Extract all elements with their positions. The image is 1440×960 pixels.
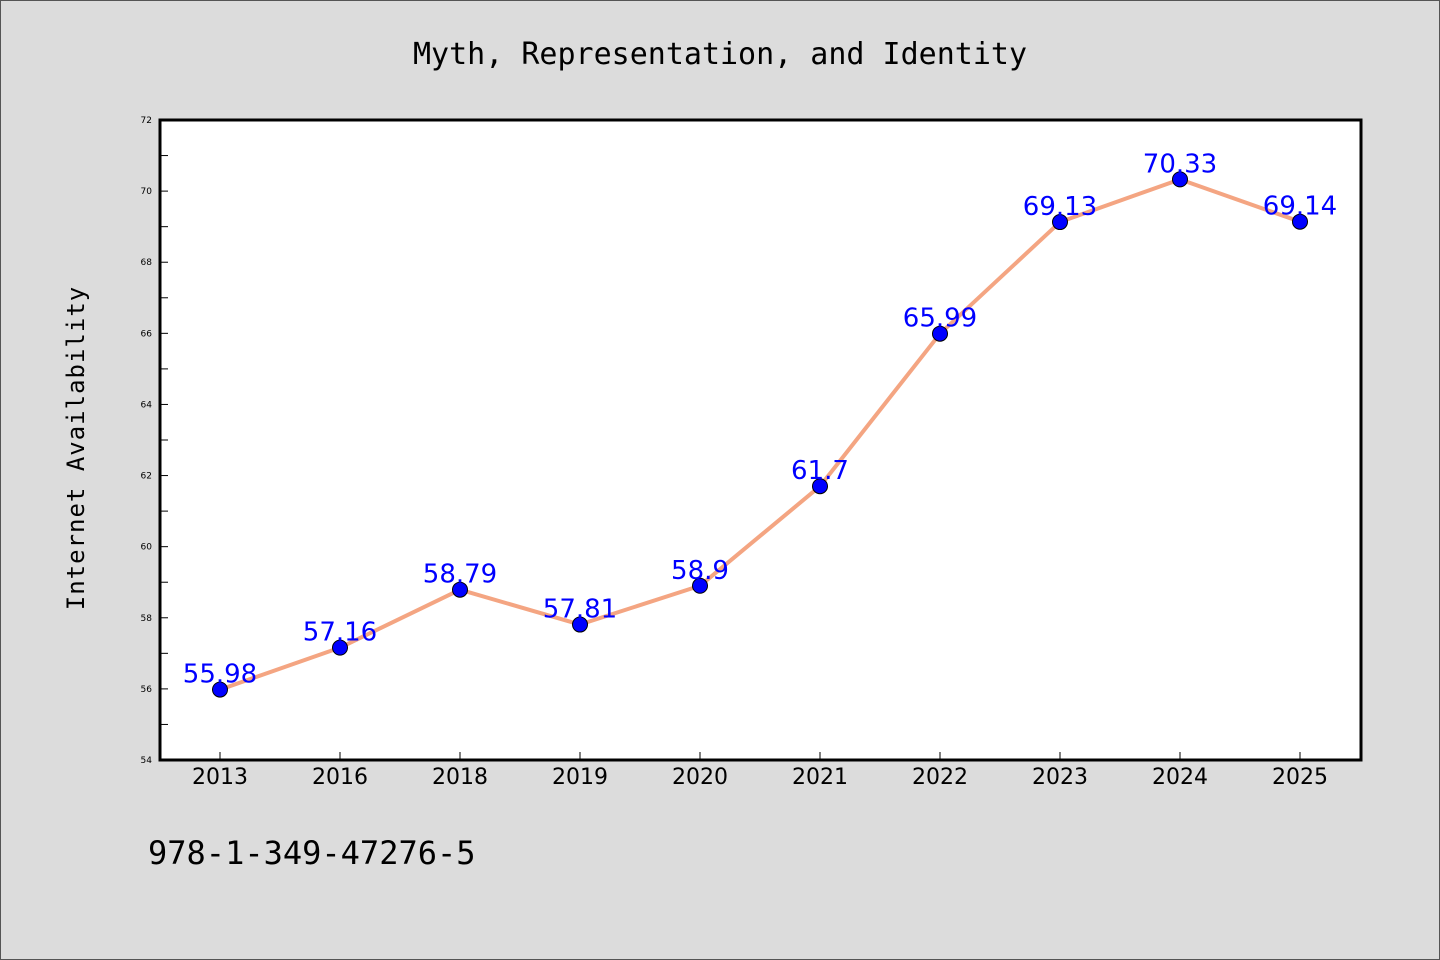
data-point xyxy=(1052,214,1068,231)
data-point xyxy=(212,681,228,698)
y-tick-label: 54 xyxy=(141,756,153,766)
data-label: 57.81 xyxy=(543,595,617,625)
data-point xyxy=(812,478,828,495)
y-tick-label: 66 xyxy=(141,329,153,339)
series-line xyxy=(218,177,1302,692)
y-axis-ticks: 54 56 58 60 62 64 66 68 70 72 xyxy=(141,116,168,766)
x-tick-label: 2013 xyxy=(192,765,248,790)
data-point xyxy=(1292,213,1308,230)
data-label: 69.14 xyxy=(1263,192,1337,222)
y-tick-label: 62 xyxy=(141,472,152,482)
data-point xyxy=(452,581,468,598)
data-point xyxy=(332,639,348,656)
x-tick-label: 2023 xyxy=(1032,765,1088,790)
series-layer: 55.98 57.16 58.79 57.81 58.9 61.7 65.99 69.13 70… xyxy=(183,149,1337,698)
data-point xyxy=(932,325,948,342)
data-point xyxy=(692,577,708,594)
x-tick-label: 2024 xyxy=(1152,765,1208,790)
data-label: 69.13 xyxy=(1023,192,1097,222)
x-tick-label: 2020 xyxy=(672,765,728,790)
y-tick-label: 60 xyxy=(141,543,153,553)
x-tick-label: 2025 xyxy=(1272,765,1328,790)
data-point xyxy=(572,616,588,633)
data-label: 57.16 xyxy=(303,618,377,648)
x-axis-ticks: 2013 2016 2018 2019 2020 2021 2022 2023 2024 2025 xyxy=(192,752,1328,790)
y-tick-label: 70 xyxy=(141,187,153,197)
isbn-footer: 978-1-349-47276-5 xyxy=(148,834,476,872)
x-tick-label: 2018 xyxy=(432,765,488,790)
chart-title: Myth, Representation, and Identity xyxy=(413,37,1027,72)
y-tick-label: 68 xyxy=(141,258,153,268)
y-axis-label: Internet Availability xyxy=(62,286,90,610)
data-label: 61.7 xyxy=(791,456,849,486)
plot-area xyxy=(158,118,1363,762)
data-label: 70.33 xyxy=(1143,149,1217,179)
y-tick-label: 56 xyxy=(141,685,153,695)
y-tick-label: 72 xyxy=(141,116,152,126)
data-label: 58.9 xyxy=(671,556,729,586)
y-tick-label: 64 xyxy=(141,400,153,410)
data-label: 65.99 xyxy=(903,304,977,334)
data-point xyxy=(1172,171,1188,188)
y-tick-label: 58 xyxy=(141,614,153,624)
x-tick-label: 2016 xyxy=(312,765,368,790)
x-tick-label: 2022 xyxy=(912,765,968,790)
x-tick-label: 2021 xyxy=(792,765,848,790)
data-label: 58.79 xyxy=(423,560,497,590)
data-label: 55.98 xyxy=(183,660,257,690)
x-tick-label: 2019 xyxy=(552,765,608,790)
